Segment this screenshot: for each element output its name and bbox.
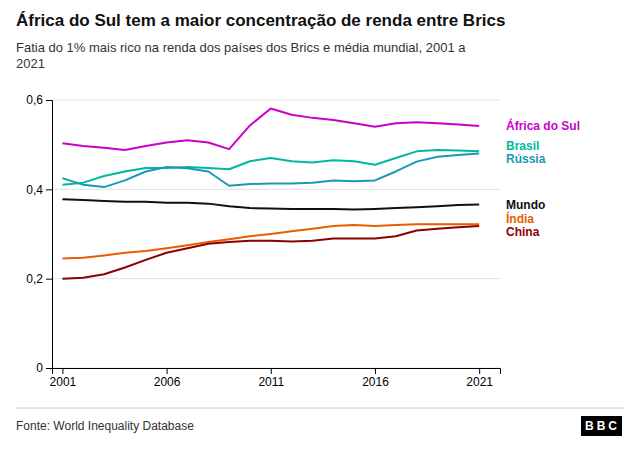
- x-tick: 2001: [50, 368, 77, 389]
- x-tick-mark: [479, 368, 480, 374]
- chart-container: África do Sul tem a maior concentração d…: [0, 0, 640, 462]
- x-tick-label: 2006: [154, 375, 181, 389]
- grid-line: [52, 189, 500, 190]
- logo-box: [581, 416, 622, 436]
- x-tick: 2016: [362, 368, 389, 389]
- y-tick: 0: [36, 361, 52, 375]
- y-tick-mark: [46, 189, 52, 190]
- y-tick-mark: [46, 100, 52, 101]
- x-tick: 2006: [154, 368, 181, 389]
- y-axis: 0 0,2 0,4 0,6: [26, 93, 52, 375]
- y-tick: 0,4: [26, 183, 52, 197]
- series-line: [62, 108, 479, 150]
- series-line: [62, 154, 479, 188]
- x-tick-mark: [375, 368, 376, 374]
- grid-line: [52, 100, 500, 101]
- series-line: [62, 199, 479, 209]
- source: Fonte: World Inequality Database: [16, 419, 194, 433]
- subtitle: Fatia do 1% mais rico na renda dos paíse…: [16, 40, 466, 71]
- y-tick-label: 0,2: [26, 272, 43, 286]
- y-tick-label: 0,6: [26, 93, 43, 107]
- y-tick: 0,6: [26, 93, 52, 107]
- x-tick-mark: [62, 368, 63, 374]
- series-label: China: [506, 225, 540, 239]
- title: África do Sul tem a maior concentração d…: [16, 11, 505, 30]
- grid-line: [52, 278, 500, 279]
- x-tick-label: 2001: [50, 375, 77, 389]
- series-label: Índia: [506, 211, 534, 226]
- y-tick-mark: [46, 279, 52, 280]
- x-tick-mark: [271, 368, 272, 374]
- x-tick-label: 2016: [362, 375, 389, 389]
- subtitle-line: 2021: [16, 56, 45, 71]
- y-tick-label: 0,4: [26, 183, 43, 197]
- x-axis-line: [53, 369, 501, 375]
- series-label: Mundo: [506, 198, 545, 212]
- x-axis: 2001 2006 2011 2016 2021: [50, 368, 501, 389]
- series-label: Brasil: [506, 139, 539, 153]
- y-tick-label: 0: [36, 361, 43, 375]
- logo-text: BBC: [585, 419, 620, 433]
- separator: [16, 408, 624, 409]
- x-tick: 2011: [258, 368, 284, 389]
- x-tick-label: 2011: [258, 375, 284, 389]
- series-line: [62, 226, 479, 279]
- subtitle-line: Fatia do 1% mais rico na renda dos paíse…: [16, 40, 466, 55]
- series-label: África do Sul: [506, 118, 580, 133]
- lines: [62, 108, 479, 278]
- series-labels: África do Sul BrasilRússia MundoÍndiaChina: [506, 118, 580, 239]
- x-tick-label: 2021: [466, 375, 493, 389]
- x-tick: 2021: [466, 368, 493, 389]
- chart: África do Sul tem a maior concentração d…: [0, 0, 640, 462]
- y-axis-line: [46, 101, 53, 369]
- y-tick-mark: [46, 368, 52, 369]
- x-tick-mark: [167, 368, 168, 374]
- y-tick: 0,2: [26, 272, 52, 286]
- series-label: Rússia: [506, 152, 546, 166]
- grid: [52, 100, 500, 368]
- logo: BBC: [581, 416, 622, 436]
